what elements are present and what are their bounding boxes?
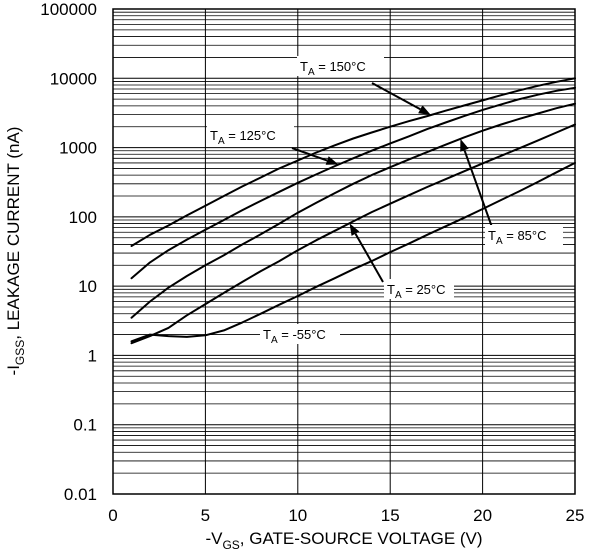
annotation-arrow-shaft [354, 233, 384, 283]
annotation-arrow-head [418, 105, 431, 115]
x-tick-label: 15 [381, 506, 400, 525]
series-label: TA = 85°C [488, 228, 547, 247]
x-axis-title: -VGS, GATE-SOURCE VOLTAGE (V) [205, 529, 482, 552]
annotation-arrows [291, 82, 494, 283]
y-tick-label: 100 [69, 208, 97, 227]
series-label: TA = 125°C [210, 128, 276, 147]
series-label: TA = 150°C [300, 59, 366, 78]
series-label-background [297, 56, 384, 76]
y-tick-label: 0.1 [73, 416, 97, 435]
y-axis-title: -IGSS, LEAKAGE CURRENT (nA) [4, 127, 27, 376]
series-label-background [260, 324, 340, 344]
series-line [130, 77, 576, 247]
y-tick-label: 10 [78, 277, 97, 296]
annotation-arrow-head [460, 138, 469, 152]
y-tick-label: 100000 [40, 0, 97, 19]
annotation-arrow-head [325, 156, 339, 165]
series-label: TA = -55°C [263, 327, 326, 346]
y-tick-labels: 0.01 0.1 1 10 100 1000 10000 100000 [40, 0, 97, 504]
series-line [130, 123, 576, 345]
y-tick-label: 1000 [59, 139, 97, 158]
x-tick-label: 10 [288, 506, 307, 525]
x-tick-label: 25 [566, 506, 585, 525]
annotation-arrow-shaft [463, 149, 494, 231]
annotation-arrow-shaft [291, 147, 328, 162]
series-line [130, 102, 576, 319]
annotation-arrow-head [349, 223, 360, 236]
y-tick-label: 10000 [50, 69, 97, 88]
series-line [130, 161, 576, 343]
series-lines [130, 77, 576, 345]
x-tick-label: 5 [201, 506, 210, 525]
series-labels: TA = 150°C TA = 125°C TA = 85°C TA = 25°C TA… [207, 56, 563, 346]
plot-frame [112, 8, 576, 495]
x-tick-label: 20 [473, 506, 492, 525]
annotation-arrow-shaft [371, 82, 421, 111]
series-label: TA = 25°C [387, 282, 446, 301]
series-label-background [384, 279, 454, 299]
grid [112, 8, 576, 495]
y-tick-label: 1 [88, 346, 97, 365]
y-tick-label: 0.01 [64, 485, 97, 504]
series-line [130, 86, 576, 280]
x-tick-labels: 0 5 10 15 20 25 [108, 506, 584, 525]
series-label-background [485, 225, 563, 245]
x-tick-label: 0 [108, 506, 117, 525]
series-label-background [207, 125, 294, 145]
